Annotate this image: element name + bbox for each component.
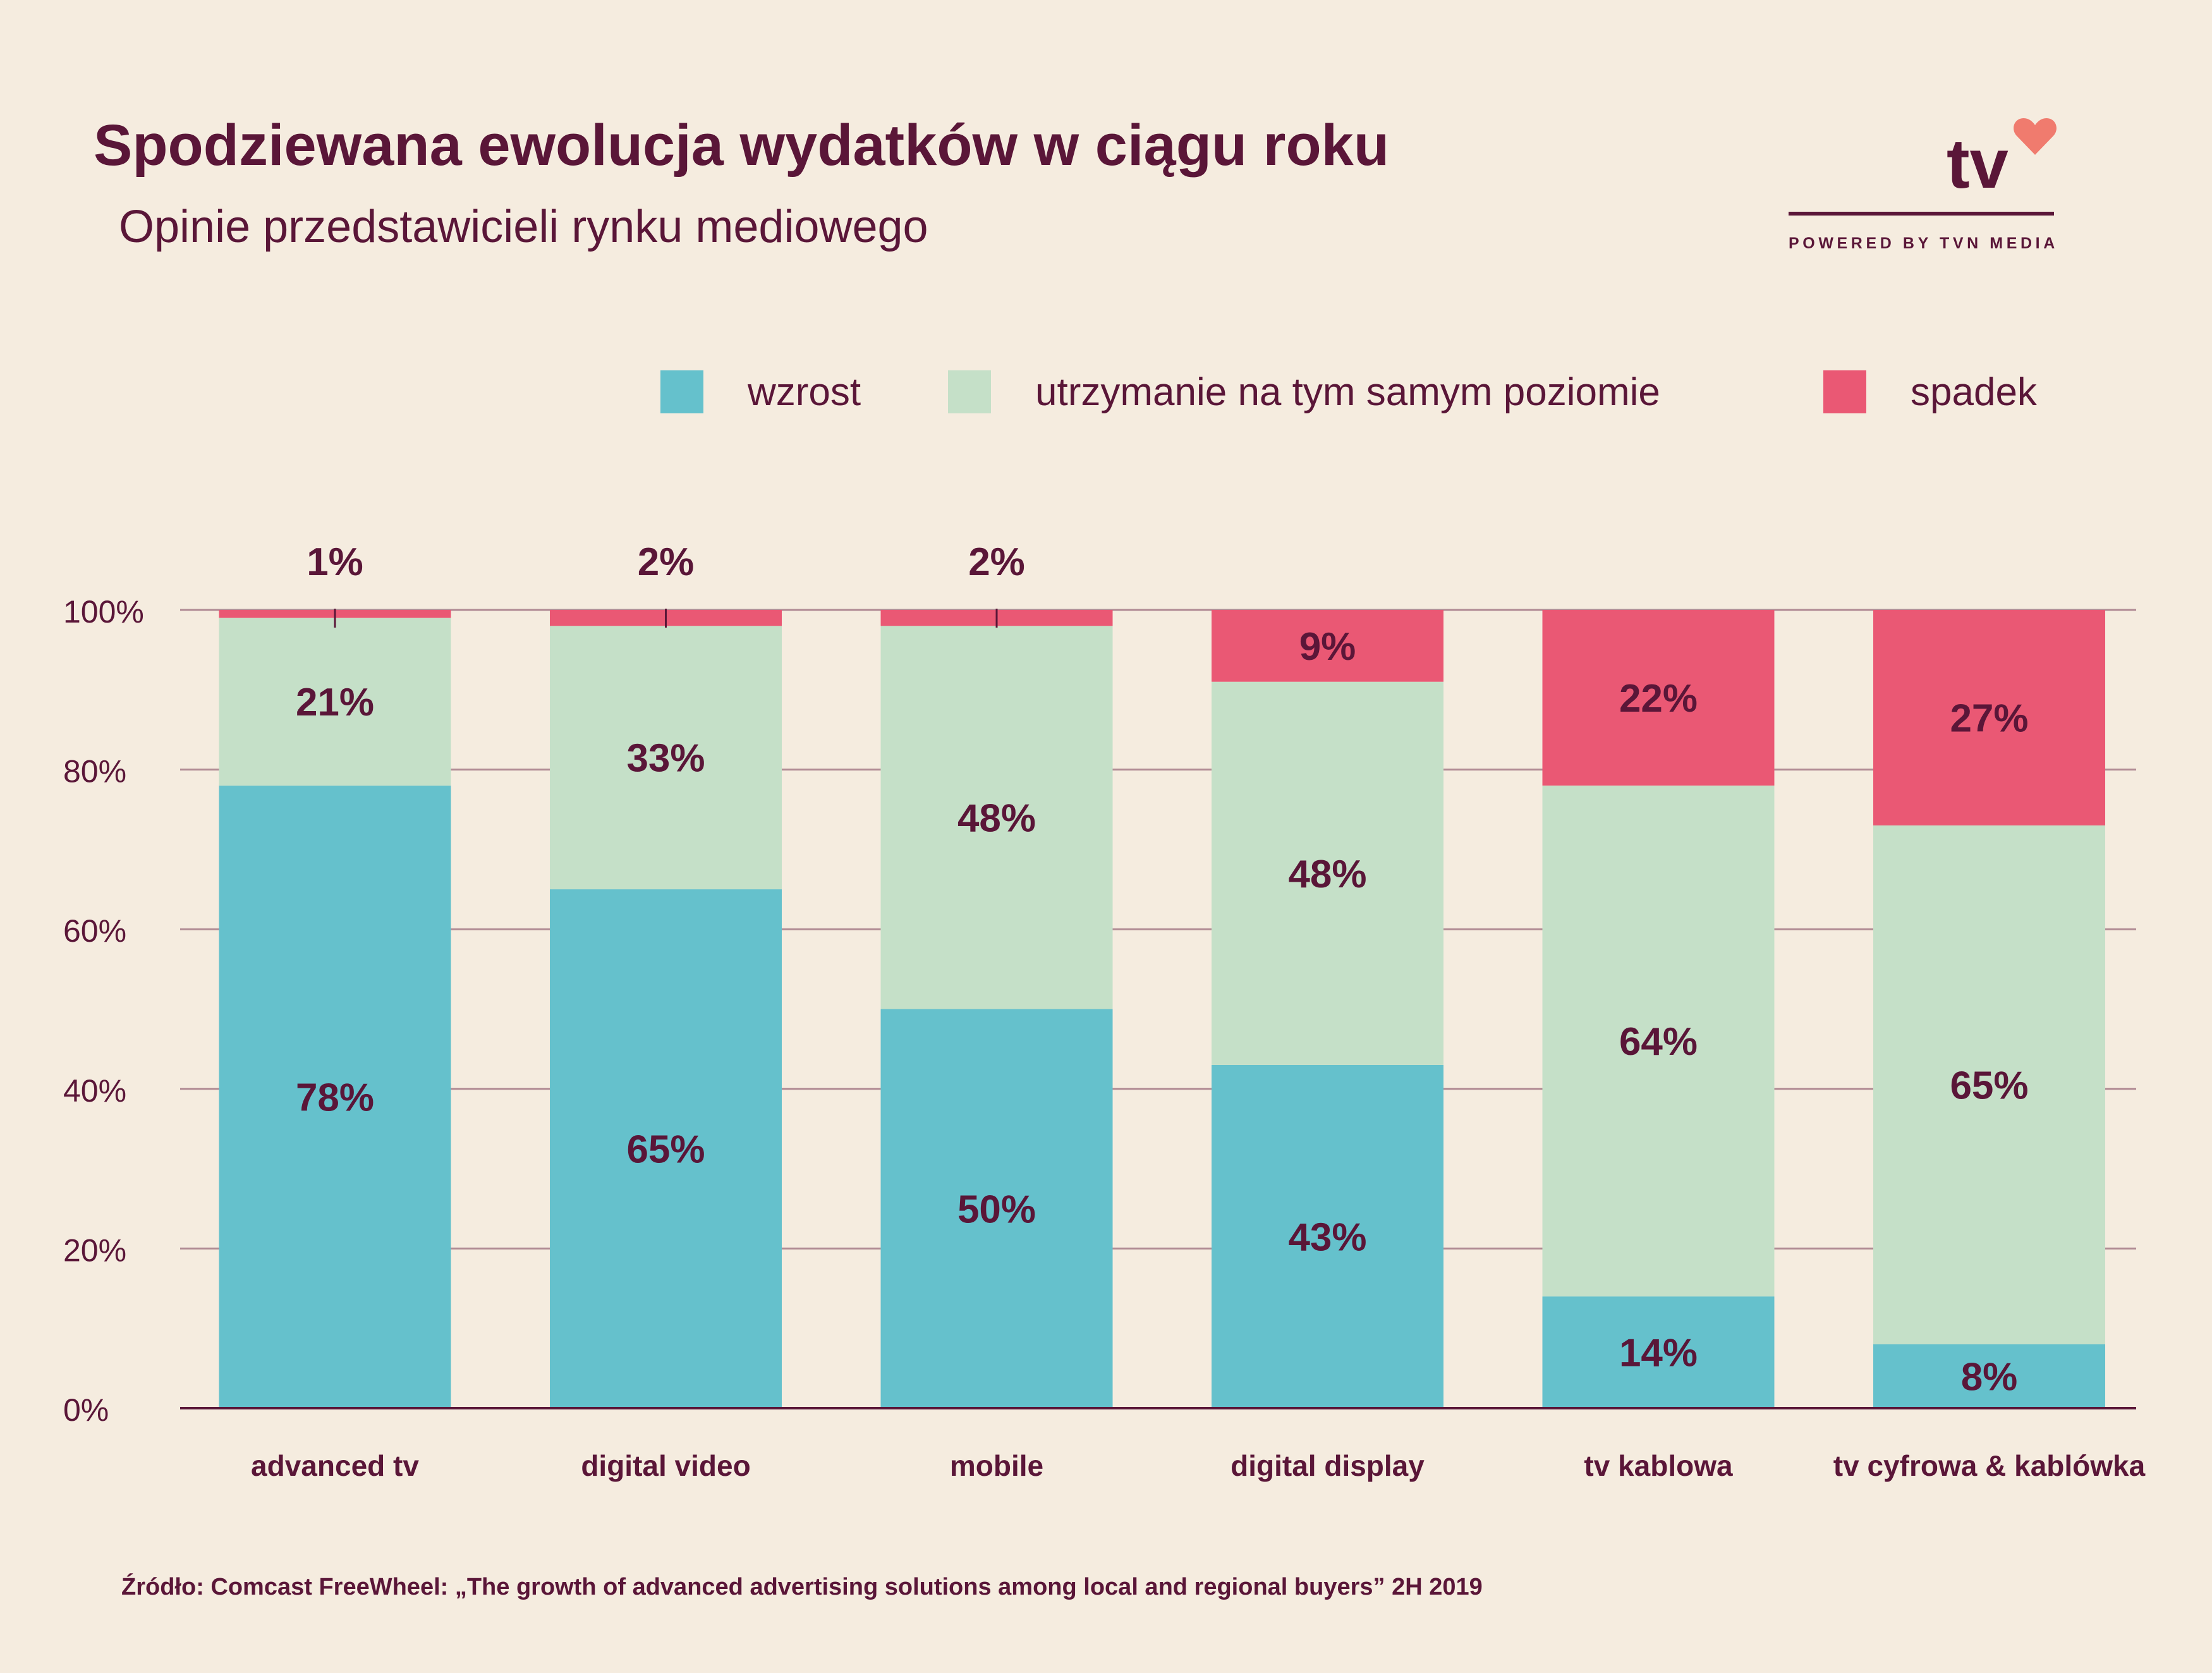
chart-subtitle: Opinie przedstawicieli rynku mediowego <box>119 202 928 252</box>
bar-segment <box>1212 1064 1443 1408</box>
bar-segment <box>1873 610 2105 826</box>
data-label: 9% <box>1299 625 1356 669</box>
bar-segment <box>550 889 782 1408</box>
legend-item-utrzymanie: utrzymanie na tym samym poziomie <box>948 363 1660 420</box>
y-tick-label: 60% <box>63 913 126 949</box>
data-label: 50% <box>957 1188 1036 1231</box>
bar-segment <box>880 626 1113 1009</box>
x-category-label: digital video <box>581 1449 750 1482</box>
bar-segment <box>1873 825 2105 1344</box>
bar-segment <box>219 617 451 786</box>
bar-segment <box>219 785 451 1408</box>
y-tick-label: 80% <box>63 754 126 789</box>
bar-segment <box>1542 1296 1775 1408</box>
bar-segment <box>550 626 782 890</box>
legend-swatch-utrzymanie <box>948 370 991 413</box>
data-label: 8% <box>1961 1355 2018 1399</box>
bar-segment <box>1212 681 1443 1065</box>
data-label: 21% <box>296 681 374 724</box>
data-label: 78% <box>296 1076 374 1119</box>
x-category-label: tv cyfrowa & kablówka <box>1833 1449 2146 1482</box>
stacked-bar-chart: 0% 20% 40% 60% 80% 100% 78% 21% 1% advanced tv 65%… <box>63 540 2146 1482</box>
data-label: 22% <box>1619 677 1698 721</box>
data-label: 48% <box>957 796 1036 840</box>
x-category-label: tv kablowa <box>1584 1449 1733 1482</box>
legend-swatch-wzrost <box>660 370 703 413</box>
data-label: 2% <box>968 540 1025 584</box>
heart-icon <box>2014 118 2057 155</box>
data-label: 2% <box>638 540 695 584</box>
data-label: 64% <box>1619 1020 1698 1064</box>
y-tick-label: 40% <box>63 1073 126 1109</box>
data-label: 27% <box>1950 697 2028 741</box>
data-label: 33% <box>626 737 705 781</box>
bar-segment <box>880 1009 1113 1408</box>
bar-segment <box>1212 610 1443 682</box>
y-tick-label: 20% <box>63 1232 126 1268</box>
logo-tagline: POWERED BY TVN MEDIA <box>1789 234 2058 252</box>
legend-item-spadek: spadek <box>1823 363 2037 420</box>
data-label: 65% <box>1950 1064 2028 1107</box>
source-note: Źródło: Comcast FreeWheel: „The growth o… <box>121 1574 1483 1600</box>
logo-divider <box>1789 212 2054 216</box>
y-tick-label: 0% <box>63 1392 109 1428</box>
chart-title: Spodziewana ewolucja wydatków w ciągu ro… <box>94 113 1390 178</box>
data-label: 48% <box>1288 853 1366 896</box>
bar-segment <box>1542 785 1775 1297</box>
logo-text: tv <box>1947 125 2008 203</box>
bar-segment <box>1873 1344 2105 1408</box>
tv-logo: tv POWERED BY TVN MEDIA <box>1789 117 2057 262</box>
legend-swatch-spadek <box>1823 370 1866 413</box>
data-label: 65% <box>626 1128 705 1172</box>
legend-label: wzrost <box>748 370 861 414</box>
x-category-label: mobile <box>950 1449 1043 1482</box>
legend-label: spadek <box>1911 370 2037 414</box>
data-label: 43% <box>1288 1215 1366 1259</box>
bar-segment <box>1542 610 1775 786</box>
data-label: 14% <box>1619 1332 1698 1375</box>
data-label: 1% <box>307 540 363 584</box>
x-category-label: advanced tv <box>251 1449 419 1482</box>
x-category-label: digital display <box>1231 1449 1425 1482</box>
legend-label: utrzymanie na tym samym poziomie <box>1035 370 1660 414</box>
y-tick-label: 100% <box>63 594 144 630</box>
legend-item-wzrost: wzrost <box>660 363 861 420</box>
